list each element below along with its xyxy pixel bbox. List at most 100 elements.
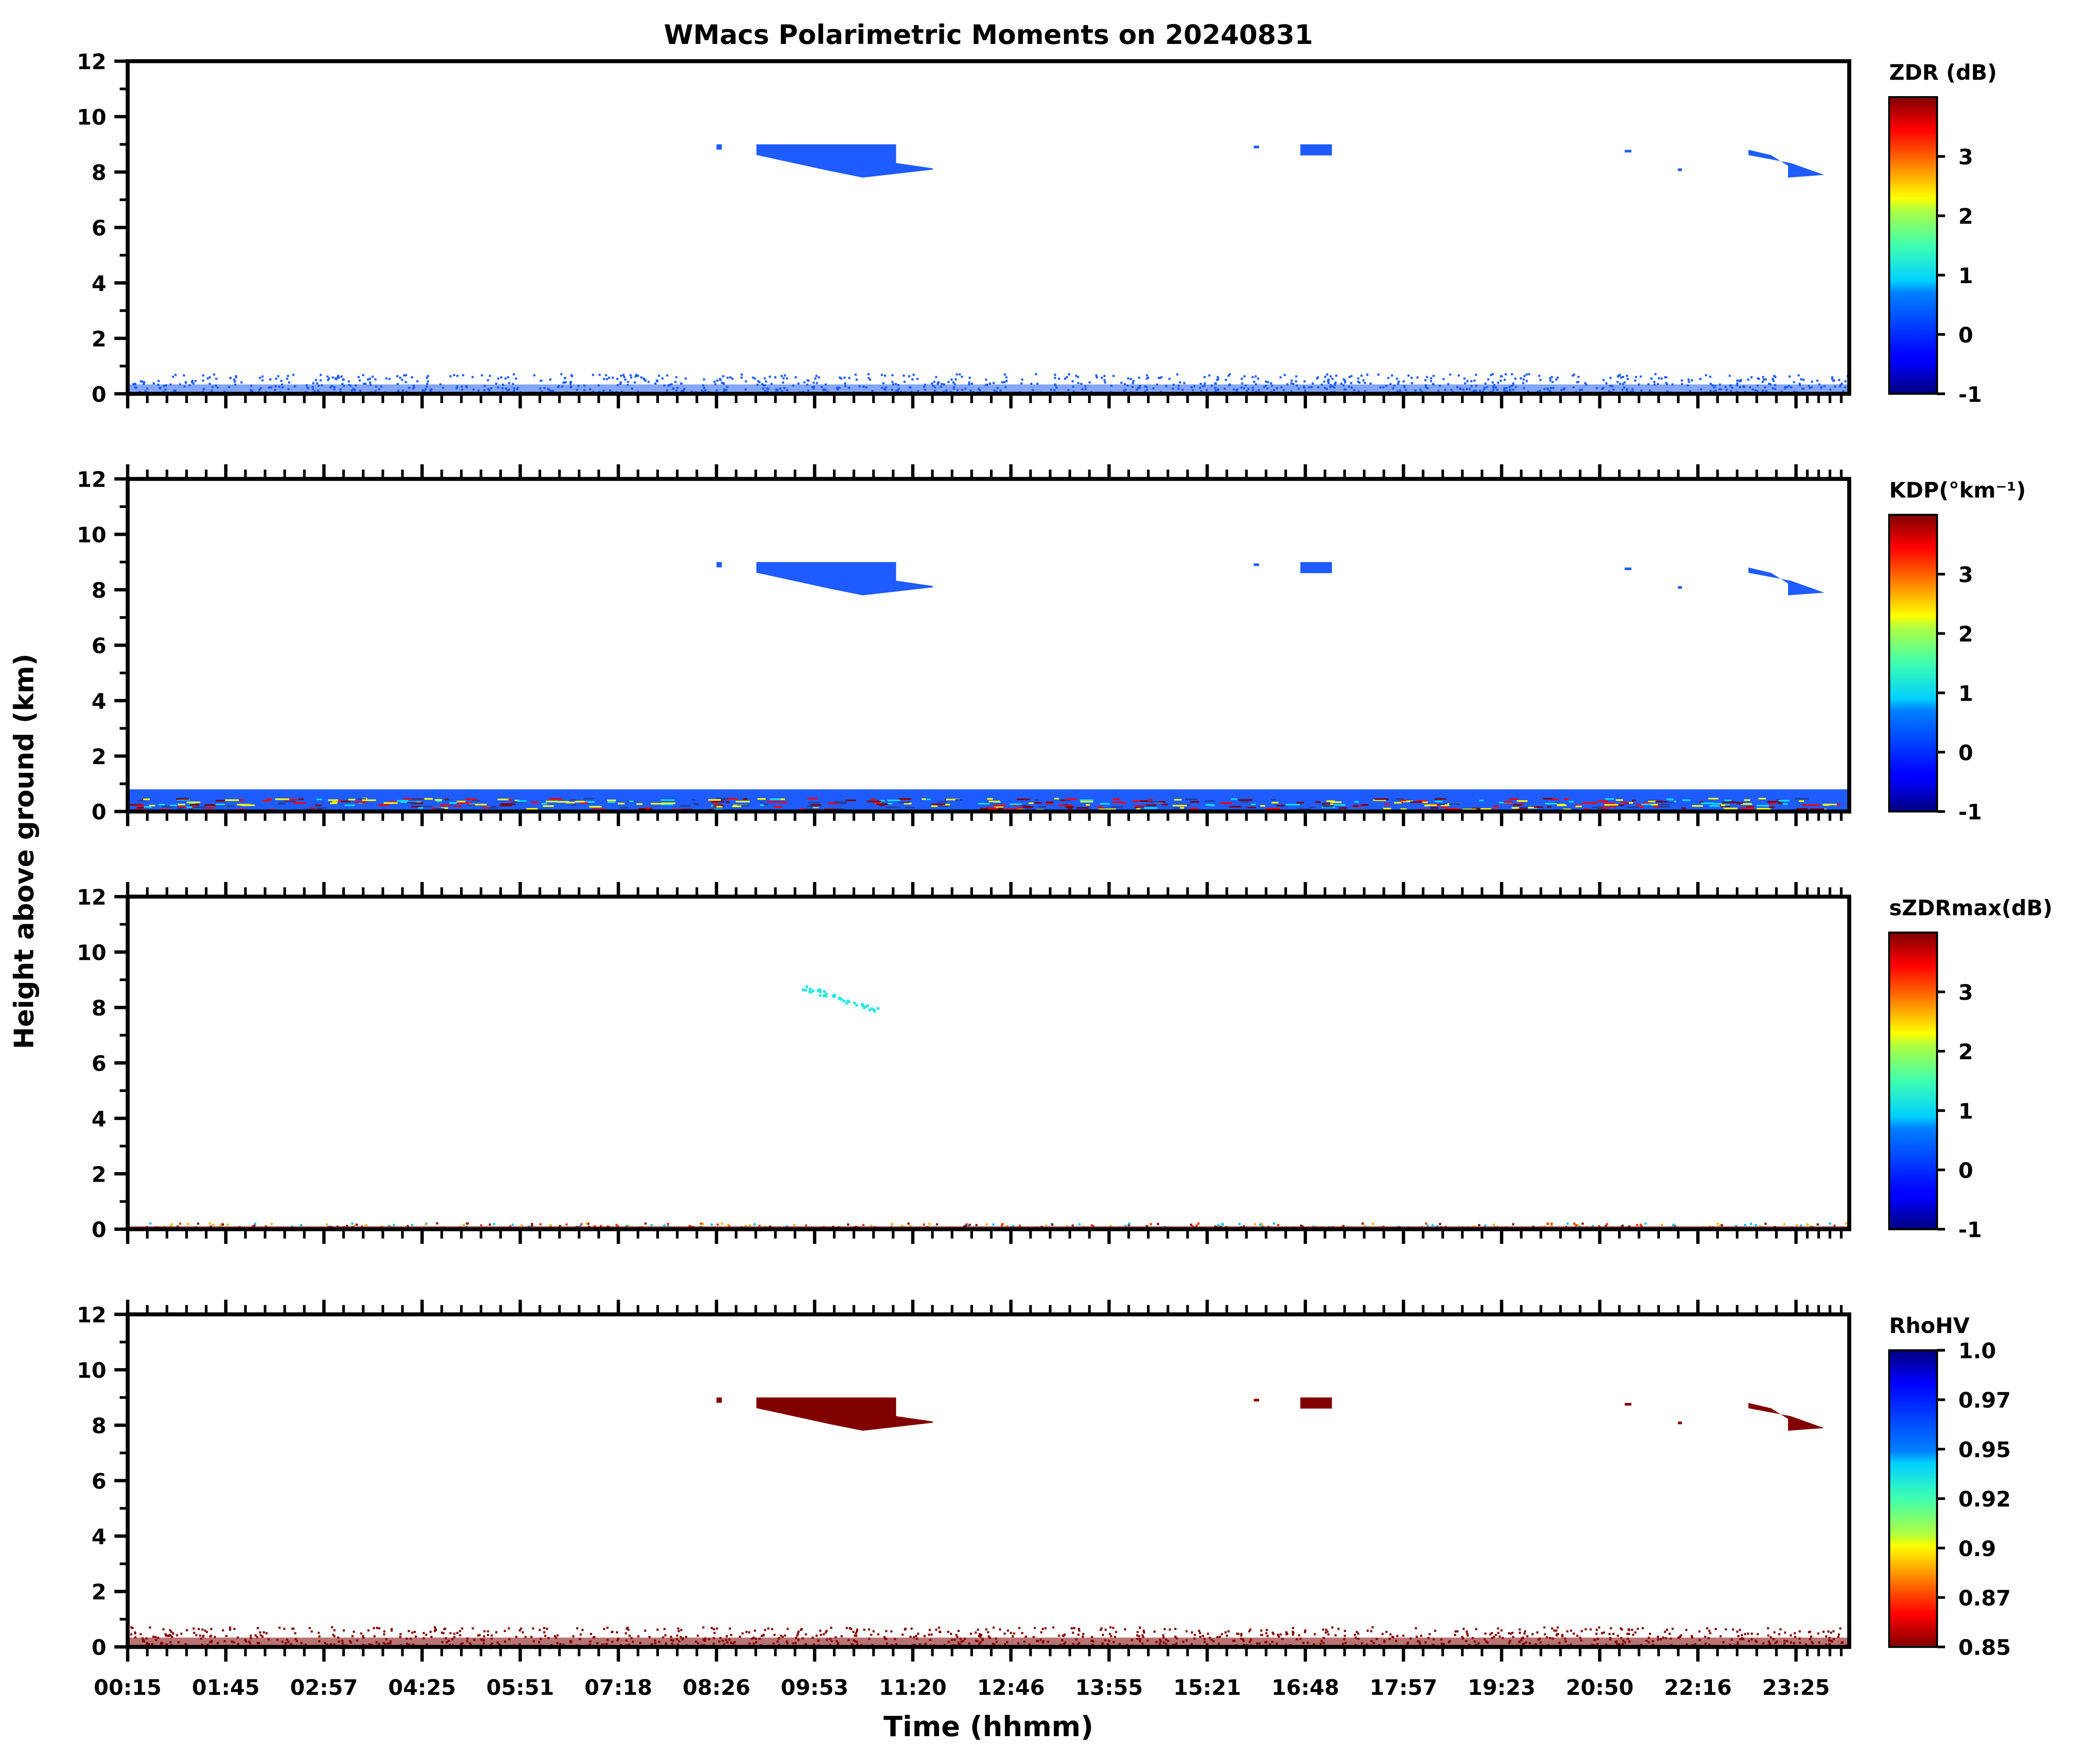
echo-pixel — [538, 1629, 541, 1631]
echo-pixel — [1758, 378, 1760, 380]
cloud-echo-pixel — [861, 1003, 864, 1006]
cloud-echo-region — [1748, 150, 1825, 178]
echo-pixel — [1706, 1627, 1708, 1630]
echo-streak — [942, 804, 950, 805]
echo-pixel — [532, 1627, 535, 1630]
echo-streak — [589, 806, 602, 808]
echo-pixel — [1431, 1224, 1434, 1226]
echo-pixel — [1463, 377, 1466, 380]
echo-pixel — [909, 1636, 912, 1638]
echo-streak — [436, 800, 442, 802]
cloud-echo-pixel — [824, 995, 827, 998]
echo-pixel — [1115, 1631, 1117, 1634]
echo-streak — [807, 805, 813, 807]
echo-pixel — [1229, 373, 1231, 376]
echo-pixel — [1035, 373, 1037, 375]
echo-pixel — [1773, 1631, 1776, 1634]
echo-pixel — [979, 1633, 981, 1636]
echo-pixel — [269, 378, 271, 381]
echo-pixel — [1778, 1633, 1781, 1635]
echo-pixel — [1260, 1223, 1263, 1225]
echo-streak — [465, 798, 477, 800]
echo-streak — [708, 799, 721, 801]
echo-streak — [543, 805, 554, 807]
echo-streak — [691, 799, 696, 801]
echo-pixel — [1626, 374, 1628, 377]
y-tick-label: 4 — [92, 271, 107, 296]
echo-pixel — [1603, 1631, 1605, 1634]
echo-streak — [1173, 805, 1187, 807]
echo-pixel — [1709, 1632, 1712, 1634]
echo-pixel — [261, 1635, 264, 1638]
echo-pixel — [208, 376, 211, 379]
echo-pixel — [1432, 374, 1435, 377]
echo-streak — [832, 808, 845, 810]
echo-pixel — [390, 1629, 393, 1632]
echo-pixel — [664, 1634, 667, 1637]
echo-pixel — [1095, 374, 1098, 377]
echo-streak — [444, 798, 449, 801]
echo-pixel — [1736, 379, 1738, 382]
echo-pixel — [364, 383, 367, 385]
echo-pixel — [1169, 1628, 1171, 1631]
echo-streak — [1326, 800, 1335, 802]
echo-streak — [978, 803, 990, 805]
echo-pixel — [1800, 1224, 1802, 1227]
echo-streak — [1515, 807, 1528, 809]
echo-streak — [434, 808, 445, 810]
echo-streak — [449, 802, 457, 804]
echo-streak — [592, 808, 606, 810]
echo-pixel — [436, 1222, 438, 1225]
echo-pixel — [1123, 383, 1126, 386]
echo-pixel — [605, 374, 607, 377]
echo-pixel — [1012, 1635, 1014, 1637]
echo-pixel — [915, 1635, 918, 1637]
echo-pixel — [1100, 377, 1103, 379]
echo-pixel — [130, 1633, 133, 1636]
cloud-echo-pixel — [802, 989, 805, 992]
echo-pixel — [1370, 1630, 1373, 1633]
echo-pixel — [456, 374, 459, 377]
echo-pixel — [993, 1626, 995, 1629]
echo-pixel — [336, 376, 339, 378]
echo-pixel — [1327, 1633, 1330, 1636]
echo-pixel — [154, 1636, 157, 1638]
echo-pixel — [316, 382, 318, 384]
echo-pixel — [1454, 1630, 1457, 1633]
echo-pixel — [1005, 376, 1008, 379]
echo-streak — [1394, 802, 1402, 804]
echo-pixel — [847, 1223, 849, 1226]
echo-pixel — [1257, 378, 1259, 380]
echo-pixel — [1622, 376, 1625, 378]
echo-streak — [1338, 807, 1347, 809]
echo-pixel — [326, 375, 329, 378]
echo-pixel — [758, 1225, 761, 1227]
echo-pixel — [444, 1627, 446, 1630]
echo-streak — [720, 799, 728, 801]
echo-pixel — [1825, 1635, 1828, 1637]
chart-title: WMacs Polarimetric Moments on 20240831 — [664, 20, 1313, 50]
echo-streak — [284, 799, 298, 801]
echo-streak — [1639, 806, 1644, 808]
echo-pixel — [1124, 1628, 1127, 1630]
echo-pixel — [1080, 383, 1083, 385]
echo-pixel — [1549, 377, 1551, 380]
echo-pixel — [369, 381, 371, 384]
echo-pixel — [487, 1630, 489, 1633]
echo-pixel — [1261, 1634, 1264, 1636]
echo-streak — [1113, 798, 1120, 800]
echo-pixel — [399, 1636, 401, 1638]
echo-streak — [306, 808, 314, 810]
echo-pixel — [549, 378, 552, 381]
echo-pixel — [1612, 1633, 1615, 1635]
echo-pixel — [1366, 1630, 1369, 1632]
echo-streak — [1401, 808, 1407, 810]
echo-streak — [335, 799, 342, 802]
echo-pixel — [796, 1634, 799, 1637]
echo-streak — [526, 808, 538, 810]
echo-pixel — [658, 374, 660, 377]
echo-streak — [892, 806, 900, 808]
echo-pixel — [193, 1631, 195, 1634]
echo-pixel — [966, 1223, 968, 1226]
echo-streak — [237, 804, 250, 806]
